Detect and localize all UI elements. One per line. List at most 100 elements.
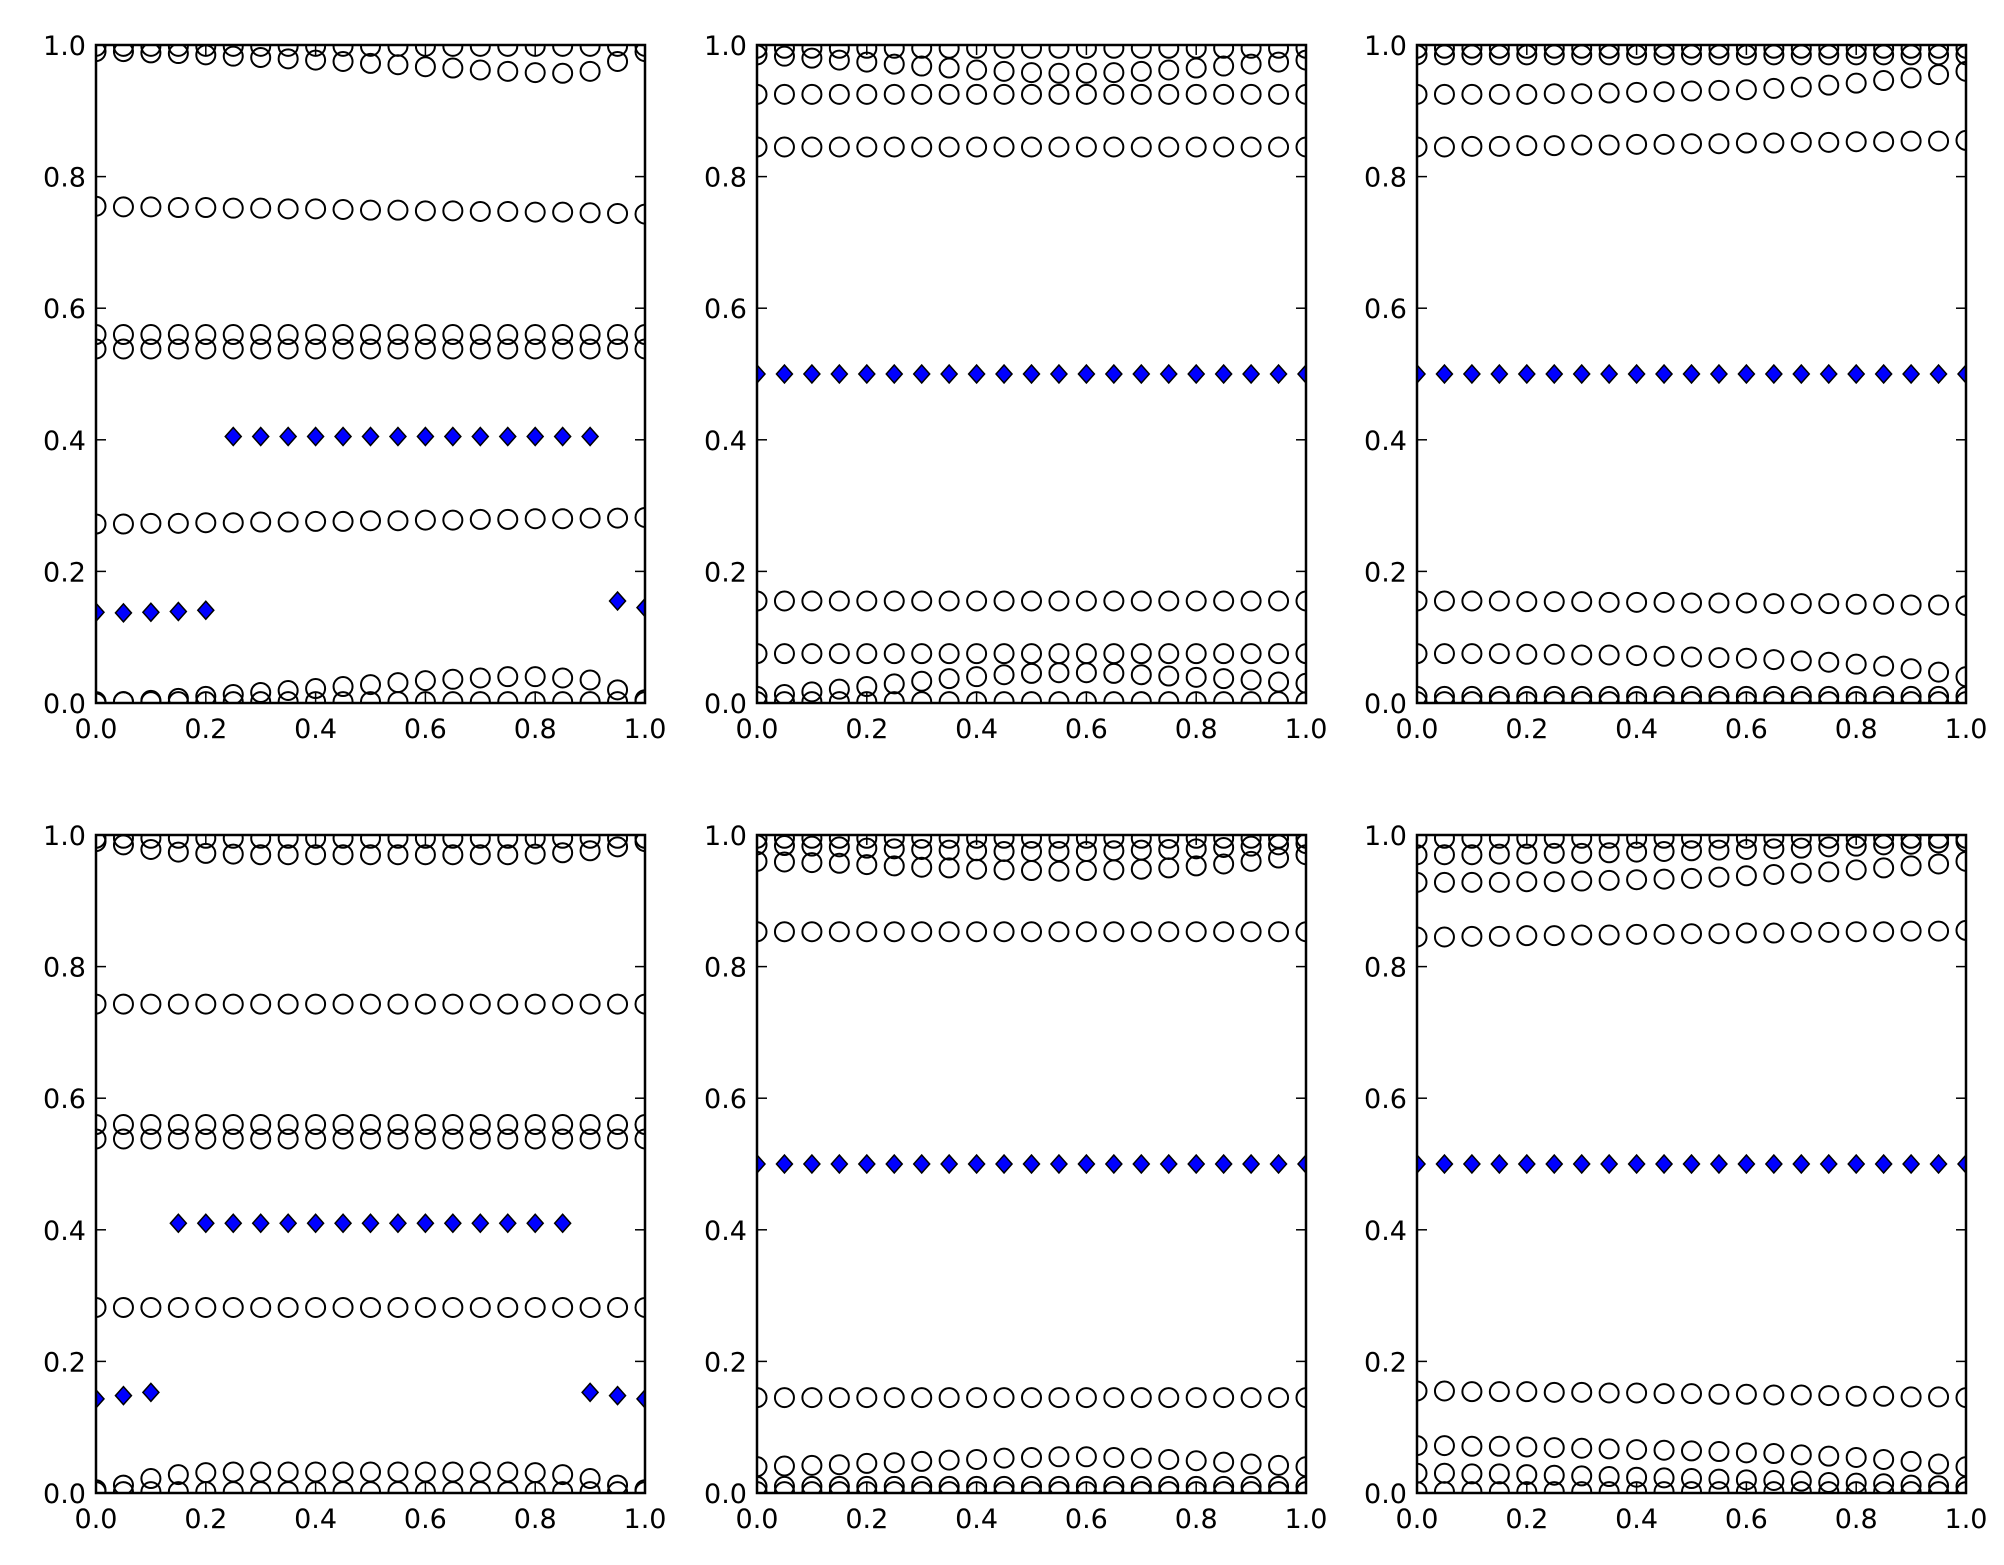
circle-marker xyxy=(1433,83,1455,105)
circle-marker xyxy=(112,691,134,703)
diamond-marker xyxy=(471,426,490,447)
circle-marker xyxy=(1103,590,1125,612)
circle-marker xyxy=(1021,840,1042,862)
diamond-marker xyxy=(802,363,821,385)
diamond-marker xyxy=(1104,1153,1123,1175)
y-tick-label: 0.8 xyxy=(1364,163,1407,194)
circle-marker xyxy=(1735,835,1757,849)
circle-marker xyxy=(966,858,988,880)
circle-marker xyxy=(360,45,381,57)
circle-marker xyxy=(524,993,546,1015)
x-tick-label: 0.8 xyxy=(514,714,557,745)
diamond-marker xyxy=(940,1153,959,1175)
circle-marker xyxy=(1075,662,1097,684)
circle-marker xyxy=(993,136,1015,158)
circle-marker xyxy=(1185,57,1207,79)
circle-marker xyxy=(607,1481,629,1493)
circle-marker xyxy=(414,509,436,531)
circle-marker xyxy=(911,1475,933,1493)
circle-marker xyxy=(1048,136,1070,158)
circle-marker xyxy=(1626,45,1648,59)
circle-marker xyxy=(911,835,933,849)
circle-marker xyxy=(938,136,960,158)
diamond-marker xyxy=(1462,363,1481,385)
diamond-marker xyxy=(995,1153,1014,1175)
circle-marker xyxy=(387,1114,409,1136)
x-tick-label: 0.8 xyxy=(1835,714,1878,745)
diamond-marker xyxy=(1159,363,1178,385)
circle-marker xyxy=(1103,835,1125,849)
circle-marker xyxy=(1488,1481,1510,1493)
y-tick-label: 0.8 xyxy=(704,953,747,984)
circle-marker xyxy=(1158,1387,1180,1409)
circle-marker xyxy=(552,62,574,84)
circle-marker xyxy=(993,1481,1015,1493)
circle-marker xyxy=(195,45,217,57)
y-tick-label: 0.0 xyxy=(704,689,747,720)
circle-marker xyxy=(1571,835,1593,849)
circle-marker xyxy=(1021,590,1042,612)
circle-marker xyxy=(801,835,823,857)
diamond-marker xyxy=(581,1382,600,1403)
circle-marker xyxy=(1873,1473,1895,1493)
circle-marker xyxy=(801,1387,823,1409)
circle-marker xyxy=(250,324,272,346)
x-tick-label: 0.6 xyxy=(404,1504,447,1535)
circle-marker xyxy=(828,83,850,105)
circle-marker xyxy=(911,691,933,703)
circle-marker xyxy=(112,45,134,57)
circle-marker xyxy=(552,201,574,223)
circle-marker xyxy=(1433,1481,1455,1493)
circle-marker xyxy=(579,338,601,360)
circle-marker xyxy=(1158,45,1180,59)
circle-marker xyxy=(414,993,436,1015)
circle-marker xyxy=(277,835,299,849)
circle-marker xyxy=(552,835,574,849)
circle-marker xyxy=(1763,922,1785,944)
diamond-marker xyxy=(1159,1153,1178,1175)
circle-marker xyxy=(414,1296,436,1318)
diamond-marker xyxy=(388,426,407,447)
circle-marker xyxy=(387,54,409,76)
circle-marker xyxy=(1598,591,1620,613)
circle-marker xyxy=(1185,921,1207,943)
circle-marker xyxy=(1433,643,1455,665)
circle-marker xyxy=(1461,925,1483,947)
circle-marker xyxy=(607,1474,629,1493)
circle-marker xyxy=(1516,1436,1538,1458)
circle-marker xyxy=(1708,866,1730,888)
circle-marker xyxy=(305,45,327,57)
circle-marker xyxy=(469,508,491,530)
circle-marker xyxy=(1708,1383,1730,1405)
diamond-marker xyxy=(635,597,645,618)
circle-marker xyxy=(442,1296,464,1318)
circle-marker xyxy=(360,1114,381,1136)
circle-marker xyxy=(140,196,162,218)
circle-marker xyxy=(607,691,629,703)
circle-marker xyxy=(1598,45,1620,59)
circle-marker xyxy=(579,45,601,57)
circle-marker xyxy=(442,844,464,866)
circle-marker xyxy=(1103,136,1125,158)
subplot: 0.0 0.2 0.4 0.6 0.8 1.0 0.0 0.2 0.4 0.6 0.8 1.0 xyxy=(1364,31,1987,745)
circle-marker xyxy=(552,667,574,689)
circle-marker xyxy=(167,45,189,57)
circle-marker xyxy=(332,45,354,57)
circle-marker xyxy=(497,324,519,346)
circle-marker xyxy=(96,993,107,1015)
circle-marker xyxy=(966,45,988,59)
y-tick-label: 0.8 xyxy=(43,163,86,194)
circle-marker xyxy=(1461,45,1483,59)
circle-marker xyxy=(305,993,327,1015)
circle-marker xyxy=(1158,857,1180,879)
circle-marker xyxy=(607,835,629,849)
circle-marker xyxy=(360,1481,381,1493)
diamond-marker xyxy=(471,1213,490,1234)
marks xyxy=(96,835,645,1493)
circle-marker xyxy=(112,1474,134,1493)
circle-marker xyxy=(579,507,601,529)
circle-marker xyxy=(1213,668,1235,690)
circle-marker xyxy=(1417,691,1428,703)
circle-marker xyxy=(332,993,354,1015)
circle-marker xyxy=(1417,871,1428,893)
